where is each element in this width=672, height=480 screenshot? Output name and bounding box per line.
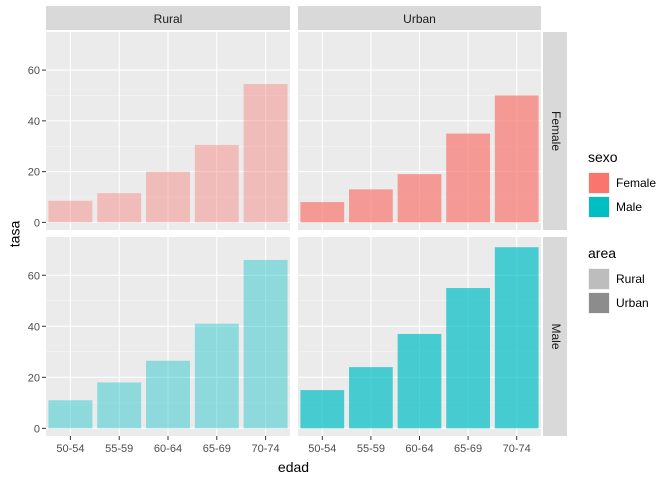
bar-male-rural-70-74 (243, 259, 288, 429)
y-tick-label: 0 (34, 217, 40, 229)
bar-female-urban-70-74 (494, 95, 539, 223)
legend-label-female: Female (616, 176, 656, 190)
facet-label-rural: Rural (154, 12, 183, 26)
bar-male-urban-60-64 (397, 333, 442, 429)
bar-male-rural-60-64 (146, 360, 190, 429)
y-tick-label: 40 (28, 321, 40, 333)
legend-label-male: Male (616, 200, 642, 214)
y-axis-title: tasa (7, 221, 23, 248)
y-tick-label: 0 (34, 423, 40, 435)
legend-title-sexo: sexo (588, 149, 618, 165)
bar-female-rural-70-74 (243, 84, 288, 223)
bar-male-urban-65-69 (446, 288, 490, 429)
bar-male-rural-55-59 (97, 382, 142, 429)
legend-swatch-male (589, 197, 609, 217)
x-tick-label: 70-74 (503, 443, 531, 455)
legend-swatch-female (589, 173, 609, 193)
bar-female-urban-50-54 (300, 202, 345, 223)
bar-female-rural-60-64 (146, 171, 190, 223)
y-tick-label: 40 (28, 116, 40, 128)
facet-strip-male (543, 237, 567, 436)
bar-female-urban-60-64 (397, 174, 442, 223)
bar-female-urban-55-59 (349, 189, 393, 223)
x-tick-label: 60-64 (154, 443, 182, 455)
facet-label-male: Male (549, 323, 563, 349)
facet-label-urban: Urban (403, 12, 436, 26)
x-tick-label: 55-59 (105, 443, 133, 455)
y-tick-label: 60 (28, 270, 40, 282)
x-tick-label: 55-59 (357, 443, 385, 455)
bar-female-rural-55-59 (97, 193, 142, 223)
legend-swatch-urban (589, 293, 609, 313)
bar-female-rural-50-54 (48, 200, 93, 223)
bar-male-rural-65-69 (194, 323, 239, 429)
bar-female-rural-65-69 (194, 144, 239, 223)
legend-label-urban: Urban (616, 296, 649, 310)
x-tick-label: 65-69 (454, 443, 482, 455)
y-tick-label: 20 (28, 372, 40, 384)
legend-title-area: area (588, 245, 616, 261)
x-tick-label: 60-64 (405, 443, 433, 455)
legend-label-rural: Rural (616, 272, 645, 286)
y-tick-label: 60 (28, 65, 40, 77)
legend-swatch-rural (589, 269, 609, 289)
facet-label-female: Female (549, 111, 563, 151)
facet-strip-rural (46, 6, 290, 30)
facet-strip-female (543, 32, 567, 230)
x-tick-label: 50-54 (56, 443, 84, 455)
bar-female-urban-65-69 (446, 133, 490, 223)
x-tick-label: 70-74 (252, 443, 280, 455)
y-tick-label: 20 (28, 167, 40, 179)
x-axis-title: edad (278, 459, 309, 475)
bar-male-rural-50-54 (48, 400, 93, 429)
bar-male-urban-70-74 (494, 247, 539, 429)
x-tick-label: 50-54 (308, 443, 336, 455)
x-tick-label: 65-69 (203, 443, 231, 455)
facet-strip-urban (298, 6, 541, 30)
bar-male-urban-55-59 (349, 367, 393, 429)
bar-male-urban-50-54 (300, 390, 345, 429)
